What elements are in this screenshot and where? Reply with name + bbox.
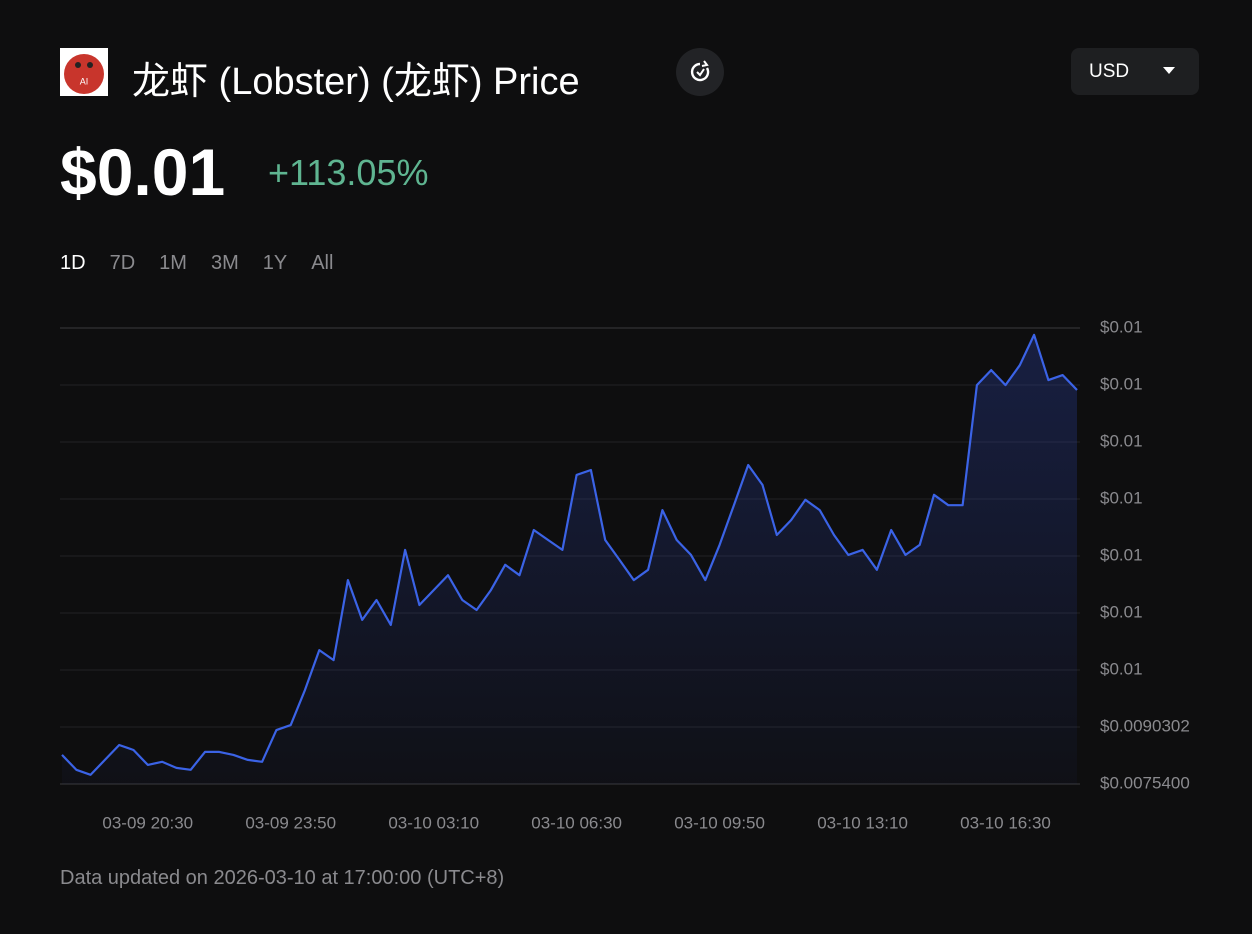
- y-tick-label: $0.0090302: [1100, 716, 1190, 735]
- range-tab[interactable]: 3M: [210, 252, 239, 274]
- x-tick-label: 03-10 09:50: [674, 813, 765, 832]
- range-tab[interactable]: 7D: [109, 252, 136, 274]
- y-tick-label: $0.01: [1100, 545, 1143, 564]
- chart: $0.0075400 $0.0090302 $0.01 $0.01 $0.01 $0.01…: [60, 317, 1190, 832]
- x-tick-label: 03-10 06:30: [531, 813, 622, 832]
- price-area: [62, 334, 1077, 784]
- token-logo: AI: [60, 48, 108, 96]
- x-tick-label: 03-10 16:30: [960, 813, 1051, 832]
- price-line: [61, 333, 1078, 776]
- refresh-button[interactable]: [676, 48, 724, 96]
- y-tick-label: $0.01: [1100, 602, 1143, 621]
- price: $0.01: [60, 135, 226, 209]
- logo-text: AI: [80, 76, 89, 86]
- range-tab[interactable]: All: [311, 252, 334, 274]
- range-tab[interactable]: 1M: [159, 252, 187, 274]
- y-tick-label: $0.01: [1100, 431, 1143, 450]
- y-tick-label: $0.0075400: [1100, 773, 1190, 792]
- y-tick-label: $0.01: [1100, 374, 1143, 393]
- x-tick-label: 03-09 20:30: [102, 813, 193, 832]
- currency-select[interactable]: USD: [1071, 48, 1199, 95]
- price-change: +113.05%: [268, 152, 429, 193]
- dropdown-arrow: [1163, 67, 1175, 74]
- range-tab[interactable]: 1Y: [262, 252, 288, 274]
- range-tabs: 1D 7D 1M 3M 1Y All: [60, 252, 357, 275]
- x-tick-label: 03-10 03:10: [388, 813, 479, 832]
- currency-label: USD: [1089, 61, 1130, 82]
- page-title: 龙虾 (Lobster) (龙虾) Price: [132, 61, 580, 103]
- y-tick-label: $0.01: [1100, 488, 1143, 507]
- y-tick-label: $0.01: [1100, 317, 1143, 336]
- y-tick-label: $0.01: [1100, 659, 1143, 678]
- footer-note: Data updated on 2026-03-10 at 17:00:00 (…: [60, 867, 505, 889]
- x-tick-label: 03-10 13:10: [817, 813, 908, 832]
- x-tick-label: 03-09 23:50: [245, 813, 336, 832]
- range-tab[interactable]: 1D: [60, 252, 86, 274]
